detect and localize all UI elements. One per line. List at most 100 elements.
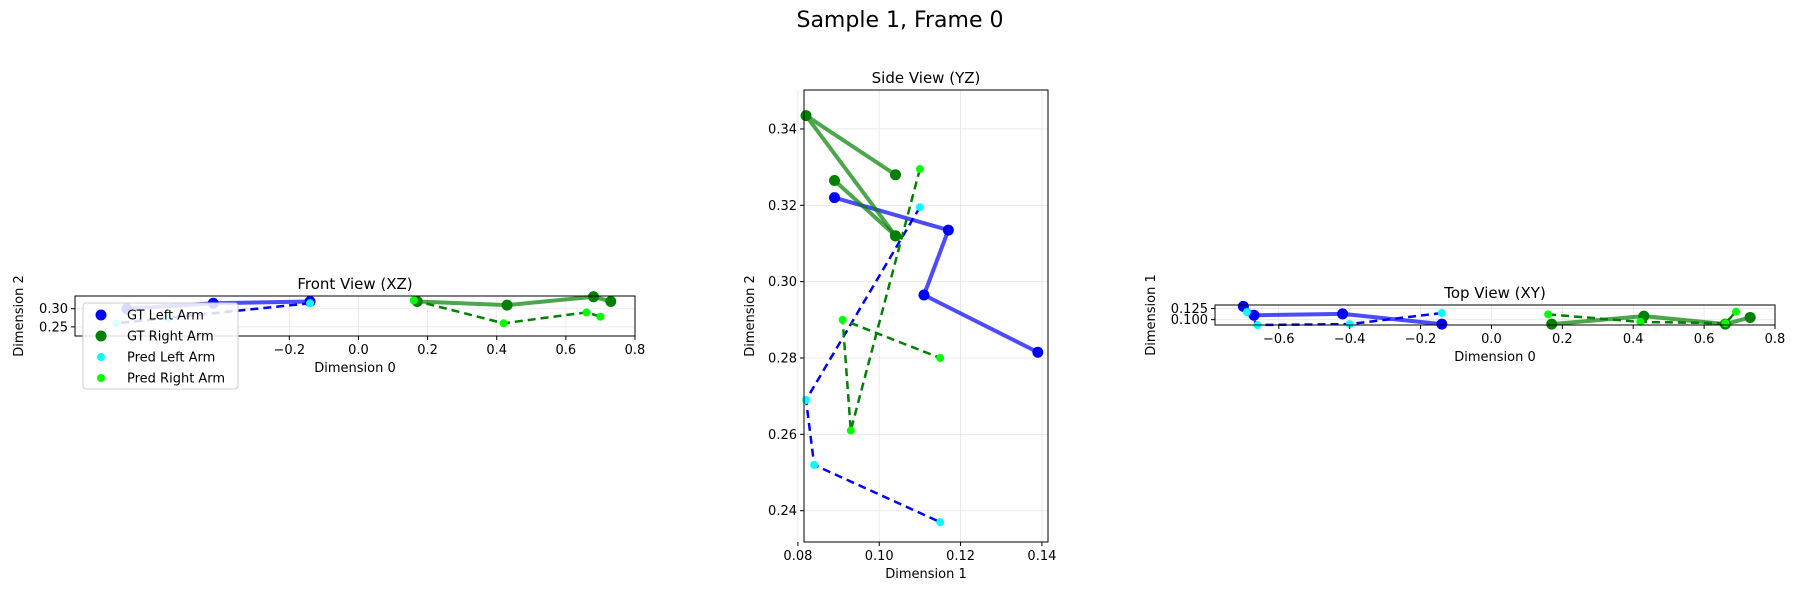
pred-right-arm-point bbox=[1544, 310, 1553, 319]
legend-box bbox=[82, 302, 239, 390]
legend-marker bbox=[95, 309, 107, 321]
pred-left-arm-point bbox=[810, 460, 819, 469]
pred-right-arm-point bbox=[499, 319, 508, 328]
x-tick-label: −0.6 bbox=[1263, 332, 1295, 347]
x-axis-label: Dimension 1 bbox=[885, 567, 967, 582]
gt-left-arm-point bbox=[1337, 308, 1349, 320]
x-tick-label: 0.6 bbox=[1694, 332, 1715, 347]
pred-right-arm-line bbox=[413, 299, 601, 325]
panel-side-view-yz: 0.08 0.10 0.12 0.14 0.24 0.26 0.28 0.30 0.32 0.34… bbox=[743, 69, 1056, 582]
x-tick-label: 0.0 bbox=[348, 343, 369, 358]
gt-right-arm-point bbox=[829, 174, 840, 186]
x-tick-label: 0.2 bbox=[417, 343, 438, 358]
gt-right-arm-point bbox=[800, 110, 812, 122]
legend-marker bbox=[97, 374, 105, 382]
pred-right-arm-point bbox=[846, 426, 855, 435]
pred-left-arm-line bbox=[804, 206, 941, 524]
pred-right-arm-point bbox=[582, 308, 591, 317]
x-axis-label: Dimension 0 bbox=[314, 361, 396, 376]
gt-left-arm-point bbox=[1436, 318, 1448, 330]
legend-label: Pred Right Arm bbox=[127, 372, 225, 387]
legend-label: GT Right Arm bbox=[127, 330, 214, 345]
panel-title: Top View (XY) bbox=[1443, 284, 1546, 302]
pred-right-arm-point bbox=[1732, 307, 1741, 316]
y-tick-label: 0.125 bbox=[1171, 302, 1208, 317]
gt-right-arm-line bbox=[804, 113, 898, 238]
y-axis-label: Dimension 1 bbox=[1144, 274, 1159, 356]
gt-right-arm-point bbox=[890, 230, 901, 242]
pred-left-arm-line bbox=[1245, 311, 1442, 327]
x-tick-label: 0.08 bbox=[783, 549, 812, 564]
y-tick-label: 0.25 bbox=[39, 320, 68, 335]
gt-right-arm-point bbox=[890, 169, 901, 181]
panel-front-view-xz: −0.2 0.0 0.2 0.4 0.6 0.8 0.25 0.30 Front View (X… bbox=[12, 275, 646, 390]
gt-left-arm-line bbox=[833, 195, 1039, 355]
pred-right-arm-point bbox=[936, 353, 945, 362]
pred-left-arm-point bbox=[936, 518, 945, 527]
y-tick-label: 0.30 bbox=[39, 302, 68, 317]
y-tick-label: 0.34 bbox=[768, 122, 797, 137]
x-tick-label: 0.10 bbox=[865, 549, 894, 564]
gt-left-arm-point bbox=[829, 192, 840, 204]
gt-right-arm-point bbox=[1546, 318, 1558, 330]
pred-right-arm-point bbox=[596, 312, 605, 321]
pred-left-arm-point bbox=[1345, 320, 1354, 329]
gt-right-arm-point bbox=[605, 295, 617, 307]
gt-left-arm-point bbox=[1248, 309, 1260, 321]
x-tick-label: −0.2 bbox=[274, 343, 306, 358]
x-tick-label: 0.8 bbox=[1765, 332, 1786, 347]
pred-left-arm-point bbox=[1242, 308, 1251, 317]
axes-frame bbox=[803, 89, 1049, 543]
gt-right-arm-line bbox=[1551, 314, 1751, 327]
pred-right-arm-point bbox=[838, 315, 847, 324]
pred-right-arm-point bbox=[1721, 319, 1730, 328]
gt-left-arm-point bbox=[918, 289, 930, 301]
pred-left-arm-point bbox=[802, 395, 811, 404]
pred-right-arm-point bbox=[915, 165, 924, 174]
axes-frame bbox=[74, 295, 636, 337]
gt-right-arm-point bbox=[501, 299, 513, 311]
x-tick-label: 0.2 bbox=[1552, 332, 1573, 347]
y-tick-label: 0.100 bbox=[1171, 313, 1208, 328]
legend-label: Pred Left Arm bbox=[127, 351, 215, 366]
legend-marker bbox=[95, 330, 107, 342]
x-tick-label: 0.14 bbox=[1027, 549, 1056, 564]
x-tick-label: 0.12 bbox=[946, 549, 975, 564]
pred-right-arm-line bbox=[1548, 310, 1737, 325]
figure-suptitle: Sample 1, Frame 0 bbox=[796, 8, 1004, 33]
gt-left-arm-point bbox=[1032, 346, 1044, 358]
y-axis-label: Dimension 2 bbox=[12, 275, 27, 357]
x-tick-label: 0.0 bbox=[1481, 332, 1502, 347]
legend-label: GT Left Arm bbox=[127, 309, 204, 324]
gt-right-arm-line bbox=[833, 178, 897, 238]
panel-title: Front View (XZ) bbox=[297, 275, 412, 293]
pred-left-arm-point bbox=[915, 203, 924, 212]
x-tick-label: 0.8 bbox=[625, 343, 646, 358]
x-tick-label: −0.4 bbox=[1334, 332, 1366, 347]
pred-right-arm-line bbox=[841, 168, 941, 432]
legend-marker bbox=[97, 353, 105, 361]
axes-frame bbox=[1214, 304, 1776, 326]
gt-right-arm-point bbox=[588, 291, 600, 303]
y-axis-label: Dimension 2 bbox=[743, 275, 758, 357]
y-tick-label: 0.26 bbox=[768, 428, 797, 443]
y-tick-label: 0.28 bbox=[768, 351, 797, 366]
pred-right-arm-point bbox=[409, 296, 418, 305]
panel-title: Side View (YZ) bbox=[872, 69, 981, 87]
x-tick-label: 0.4 bbox=[486, 343, 507, 358]
gt-right-arm-line bbox=[417, 294, 612, 308]
gt-left-arm-point bbox=[942, 224, 954, 236]
x-axis-label: Dimension 0 bbox=[1454, 350, 1536, 365]
gt-right-arm-point bbox=[1744, 311, 1756, 323]
x-tick-label: 0.4 bbox=[1623, 332, 1644, 347]
pred-right-arm-point bbox=[1636, 317, 1645, 326]
x-tick-label: −0.2 bbox=[1405, 332, 1437, 347]
pred-left-arm-point bbox=[306, 299, 315, 308]
y-tick-label: 0.32 bbox=[768, 199, 797, 214]
x-tick-label: 0.6 bbox=[556, 343, 577, 358]
pred-left-arm-point bbox=[1437, 309, 1446, 317]
legend: GT Left Arm GT Right Arm Pred Left Arm Pred… bbox=[82, 302, 239, 390]
y-tick-label: 0.30 bbox=[768, 275, 797, 290]
